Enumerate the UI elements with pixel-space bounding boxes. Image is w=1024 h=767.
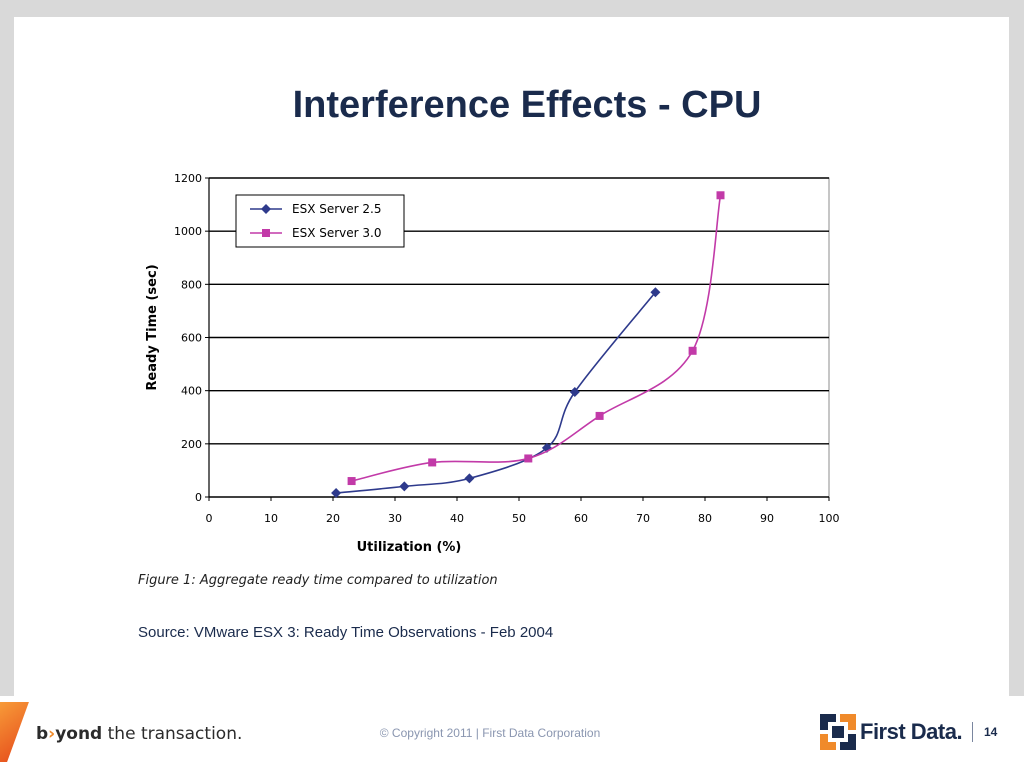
slide-body — [14, 17, 1009, 696]
first-data-logo-text: First Data. — [860, 719, 963, 744]
data-point-diamond — [464, 473, 475, 484]
source-note: Source: VMware ESX 3: Ready Time Observa… — [138, 624, 554, 641]
data-point-square — [428, 458, 437, 467]
x-tick-label: 90 — [760, 512, 774, 525]
figure-caption: Figure 1: Aggregate ready time compared … — [138, 573, 498, 588]
x-tick-label: 40 — [450, 512, 464, 525]
x-tick-label: 100 — [819, 512, 840, 525]
tagline: b›yond the transaction. — [36, 724, 242, 744]
tagline-text: the transaction. — [102, 724, 243, 744]
y-tick-label: 200 — [181, 438, 202, 451]
legend-marker-square — [262, 229, 270, 237]
legend-label: ESX Server 2.5 — [292, 202, 381, 216]
data-point-square — [688, 346, 697, 355]
x-tick-label: 50 — [512, 512, 526, 525]
data-point-diamond — [569, 386, 580, 397]
y-tick-label: 0 — [195, 491, 202, 504]
data-point-diamond — [650, 287, 661, 298]
tagline-b: b — [36, 724, 49, 744]
x-tick-label: 20 — [326, 512, 340, 525]
legend-marker-diamond — [261, 204, 271, 214]
first-data-logo-icon — [820, 714, 856, 750]
x-tick-label: 60 — [574, 512, 588, 525]
data-point-square — [524, 454, 533, 463]
page-number: 14 — [984, 725, 998, 739]
footer-divider — [972, 722, 973, 742]
x-axis-label: Utilization (%) — [357, 540, 462, 555]
legend-label: ESX Server 3.0 — [292, 226, 381, 240]
copyright-text: © Copyright 2011 | First Data Corporatio… — [379, 726, 601, 740]
legend-box — [235, 194, 405, 248]
y-tick-label: 1000 — [174, 225, 202, 238]
y-tick-label: 1200 — [174, 172, 202, 185]
y-tick-label: 600 — [181, 332, 202, 345]
data-point-square — [347, 477, 356, 486]
series-line-1 — [336, 291, 657, 494]
x-tick-label: 30 — [388, 512, 402, 525]
x-tick-label: 10 — [264, 512, 278, 525]
data-point-diamond — [331, 488, 342, 499]
x-tick-label: 80 — [698, 512, 712, 525]
x-tick-label: 70 — [636, 512, 650, 525]
data-point-diamond — [399, 481, 410, 492]
data-point-square — [716, 191, 725, 200]
y-axis-label: Ready Time (sec) — [145, 264, 160, 390]
tagline-yond: yond — [55, 724, 103, 744]
data-point-square — [595, 411, 604, 420]
tagline-chevron: › — [48, 724, 56, 744]
footer-bar — [0, 696, 1024, 767]
y-tick-label: 800 — [181, 278, 202, 291]
x-tick-label: 0 — [206, 512, 213, 525]
y-tick-label: 400 — [181, 385, 202, 398]
slide-title: Interference Effects - CPU — [292, 84, 762, 126]
